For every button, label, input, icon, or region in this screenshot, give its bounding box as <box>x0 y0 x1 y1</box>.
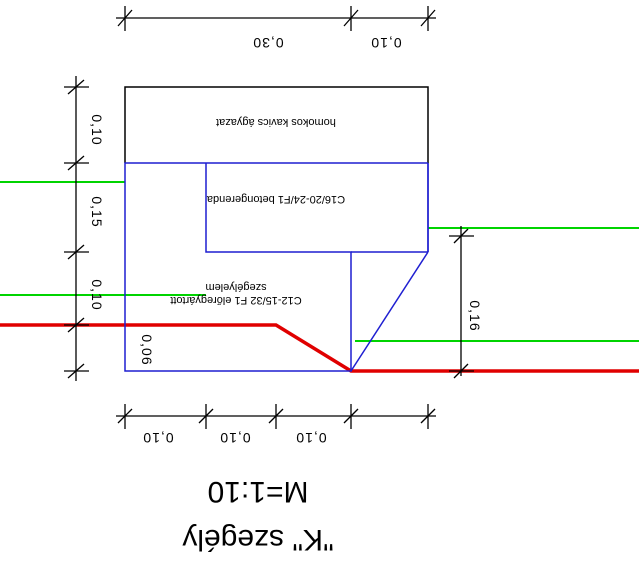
dim-chain-vertical <box>64 76 89 381</box>
concrete-beam-outline <box>124 162 428 372</box>
dim-top-left: 0,30 <box>252 35 283 51</box>
dim-top-right: 0,10 <box>370 35 401 51</box>
dim-bottom-1: 0,10 <box>142 430 173 446</box>
gravel-bedding-outline <box>124 86 429 163</box>
layer-beam-label: C16/20-24/F1 betongerenda <box>206 193 345 205</box>
element-label-line2: szegélyelem <box>205 281 266 293</box>
dim-bottom-2: 0,10 <box>219 430 250 446</box>
ground-line <box>0 323 639 373</box>
layer-gravel-label: homokos kavics ágyazat <box>216 116 336 128</box>
dim-left-4: 0,06 <box>139 334 155 365</box>
dim-chain-bottom <box>116 404 436 429</box>
dim-left-2: 0,15 <box>89 196 105 227</box>
dim-bottom-3: 0,10 <box>295 430 326 446</box>
beam-chamfer <box>350 251 429 372</box>
dim-chain-right <box>449 226 474 379</box>
labels: 0,30 0,10 0,10 0,15 0,10 0,06 0,16 0,10 … <box>89 35 483 556</box>
dim-left-1: 0,10 <box>89 114 105 145</box>
dim-right: 0,16 <box>467 300 483 331</box>
title-name: "K" szegély <box>182 523 333 556</box>
title-scale: M=1:10 <box>208 475 309 508</box>
element-label-line1: C12-15/32 F1 előregyártott <box>170 294 301 306</box>
dim-left-3: 0,10 <box>89 279 105 310</box>
dim-chain-top <box>116 6 436 31</box>
